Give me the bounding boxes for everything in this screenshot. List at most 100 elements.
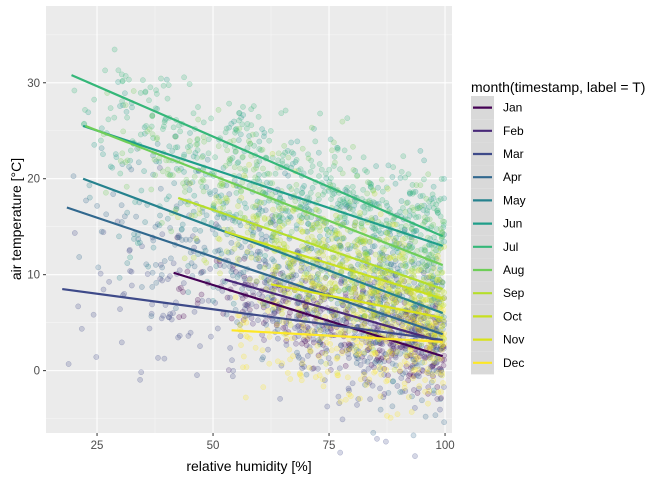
data-point-apr — [346, 205, 353, 212]
data-point-nov — [364, 294, 370, 301]
data-point-dec — [242, 394, 249, 401]
data-point-jan — [304, 336, 311, 343]
data-point-apr — [234, 319, 240, 326]
data-point-apr — [439, 326, 446, 333]
data-point-jul — [236, 117, 242, 124]
data-point-sep — [317, 227, 323, 234]
data-point-dec — [244, 334, 251, 340]
data-point-apr — [436, 279, 442, 286]
data-point-jan — [414, 390, 421, 396]
data-point-aug — [124, 157, 131, 164]
data-point-dec — [260, 384, 267, 390]
data-point-apr — [103, 211, 110, 218]
data-point-apr — [409, 393, 415, 400]
data-point-feb — [433, 360, 439, 367]
data-point-feb — [245, 301, 251, 307]
data-point-apr — [168, 255, 174, 262]
data-point-mar — [336, 365, 343, 372]
data-point-mar — [345, 351, 352, 357]
data-point-jan — [330, 273, 337, 280]
data-point-mar — [180, 280, 187, 286]
y-axis: 0 10 20 30 — [27, 78, 46, 378]
data-point-dec — [389, 351, 396, 357]
data-point-jul — [153, 87, 159, 94]
data-point-jul — [288, 149, 295, 156]
data-point-nov — [392, 221, 398, 228]
data-point-may — [371, 243, 378, 249]
data-point-feb — [293, 340, 299, 347]
data-point-dec — [300, 324, 307, 331]
data-point-sep — [244, 229, 251, 236]
data-point-jan — [174, 234, 181, 241]
data-point-mar — [299, 365, 306, 371]
data-point-mar — [161, 355, 168, 362]
data-point-mar — [176, 332, 183, 339]
data-point-mar — [383, 438, 389, 445]
data-point-apr — [363, 290, 369, 296]
data-point-apr — [373, 358, 379, 364]
data-point-aug — [200, 134, 207, 140]
data-point-jan — [359, 353, 365, 360]
data-point-mar — [306, 344, 313, 351]
data-point-may — [171, 180, 178, 187]
data-point-jan — [260, 304, 267, 311]
data-point-nov — [279, 310, 285, 317]
data-point-dec — [335, 329, 342, 336]
data-point-apr — [337, 243, 344, 249]
data-point-jun — [375, 184, 381, 191]
data-point-jul — [400, 153, 407, 160]
data-point-jul — [320, 191, 326, 198]
data-point-feb — [433, 301, 440, 307]
data-point-dec — [425, 400, 431, 407]
data-point-aug — [430, 221, 437, 228]
data-point-may — [202, 247, 209, 254]
data-point-dec — [296, 371, 303, 378]
data-point-feb — [377, 296, 384, 302]
data-point-nov — [287, 261, 294, 267]
data-point-oct — [276, 241, 282, 248]
data-point-jun — [141, 168, 147, 174]
data-point-jan — [385, 357, 392, 364]
data-point-oct — [361, 227, 368, 234]
data-point-mar — [165, 276, 171, 282]
data-point-feb — [298, 323, 305, 330]
data-point-mar — [255, 317, 261, 324]
data-point-nov — [332, 284, 339, 291]
data-point-mar — [354, 402, 360, 408]
data-point-aug — [331, 139, 337, 146]
data-point-mar — [396, 345, 403, 352]
data-point-mar — [361, 358, 368, 364]
data-point-feb — [262, 261, 269, 268]
data-point-jul — [208, 115, 214, 122]
data-point-mar — [244, 302, 251, 309]
data-point-jul — [390, 164, 397, 170]
data-point-sep — [399, 236, 406, 242]
legend-label-jan: Jan — [503, 101, 522, 115]
data-point-dec — [375, 298, 381, 305]
data-point-jun — [191, 192, 198, 199]
data-point-sep — [190, 254, 197, 261]
data-point-sep — [326, 229, 332, 235]
data-point-jan — [399, 344, 406, 351]
data-point-mar — [289, 258, 296, 265]
data-point-mar — [146, 325, 153, 332]
data-point-mar — [126, 246, 133, 253]
data-point-feb — [433, 322, 439, 329]
data-point-jan — [412, 326, 418, 333]
data-point-mar — [144, 271, 151, 277]
data-point-mar — [205, 297, 212, 304]
data-point-aug — [193, 141, 200, 148]
data-point-apr — [279, 270, 286, 276]
data-point-feb — [213, 221, 219, 228]
data-point-sep — [224, 197, 231, 204]
data-point-apr — [269, 234, 276, 240]
data-point-apr — [149, 269, 156, 276]
data-point-sep — [357, 210, 363, 216]
legend-label-dec: Dec — [503, 356, 524, 370]
data-point-mar — [381, 358, 388, 364]
data-point-oct — [244, 248, 251, 255]
data-point-mar — [170, 310, 176, 316]
data-point-jan — [425, 390, 431, 397]
data-point-dec — [397, 367, 403, 374]
